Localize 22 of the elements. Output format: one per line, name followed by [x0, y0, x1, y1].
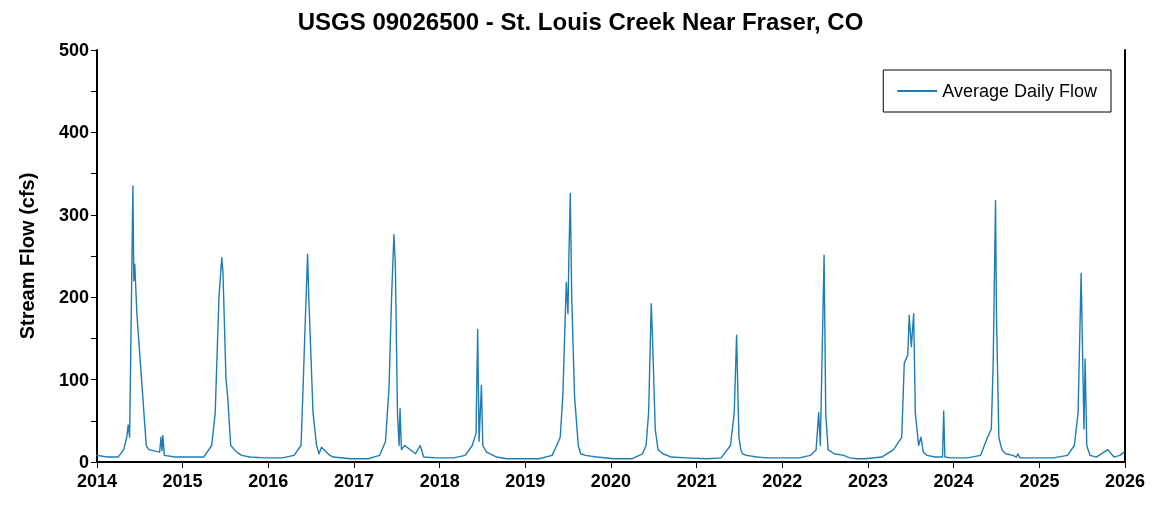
x-tick-label: 2020 — [590, 471, 631, 491]
x-tick-label: 2022 — [762, 471, 803, 491]
x-tick-label: 2023 — [847, 471, 888, 491]
x-tick-label: 2025 — [1019, 471, 1060, 491]
legend-label: Average Daily Flow — [942, 81, 1098, 101]
y-tick-label: 100 — [58, 369, 89, 390]
x-tick-label: 2015 — [162, 471, 203, 491]
chart-title: USGS 09026500 - St. Louis Creek Near Fraser, CO — [297, 7, 864, 35]
x-tick-label: 2016 — [248, 471, 289, 491]
x-tick-label: 2018 — [419, 471, 460, 491]
x-tick-label: 2024 — [933, 471, 974, 491]
x-tick-label: 2017 — [334, 471, 375, 491]
x-tick-label: 2014 — [76, 471, 118, 491]
y-tick-label: 0 — [78, 452, 89, 472]
y-tick-label: 500 — [58, 40, 89, 60]
y-tick-label: 300 — [58, 204, 89, 225]
x-tick-label: 2021 — [676, 471, 717, 491]
y-axis-title: Stream Flow (cfs) — [16, 172, 38, 340]
x-tick-label: 2019 — [505, 471, 546, 491]
y-tick-label: 200 — [58, 287, 89, 308]
y-tick-label: 400 — [58, 122, 89, 143]
x-tick-label: 2026 — [1104, 471, 1146, 491]
